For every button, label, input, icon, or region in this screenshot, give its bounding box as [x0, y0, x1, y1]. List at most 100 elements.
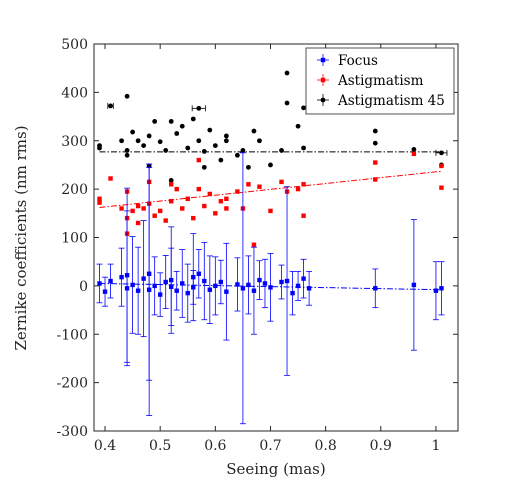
point-astigmatism-45 — [97, 143, 102, 148]
data-points — [96, 70, 448, 425]
point-astigmatism-45 — [141, 143, 147, 148]
point-astigmatism-45 — [152, 119, 158, 124]
point-astigmatism-45 — [168, 178, 174, 183]
point-astigmatism — [251, 242, 257, 247]
point-astigmatism-45 — [372, 128, 378, 134]
point-focus — [262, 281, 268, 286]
point-astigmatism-45 — [284, 100, 290, 106]
point-astigmatism-45 — [124, 152, 130, 158]
point-astigmatism-45 — [234, 152, 240, 158]
point-astigmatism — [97, 200, 102, 205]
point-focus — [373, 286, 378, 291]
point-astigmatism-45 — [185, 145, 191, 151]
y-tick-label: 0 — [79, 279, 88, 295]
point-astigmatism-45 — [174, 131, 180, 136]
point-astigmatism — [301, 213, 306, 218]
point-astigmatism-45 — [223, 133, 229, 139]
x-tick-label: 0.6 — [204, 438, 226, 454]
point-focus — [157, 292, 163, 297]
point-astigmatism-45 — [301, 145, 306, 151]
point-focus — [146, 271, 152, 276]
x-tick-label: 0.9 — [370, 438, 392, 454]
legend-marker-focus — [320, 57, 326, 63]
point-focus — [119, 274, 124, 280]
fit-line-focus — [99, 282, 442, 291]
point-focus — [290, 290, 295, 296]
point-astigmatism — [163, 218, 168, 223]
point-astigmatism-45 — [279, 148, 284, 153]
point-focus — [235, 282, 240, 287]
point-astigmatism — [202, 203, 207, 209]
x-tick-label: 0.4 — [94, 438, 116, 454]
point-astigmatism — [411, 151, 417, 157]
point-astigmatism — [108, 176, 113, 181]
point-astigmatism — [235, 189, 240, 194]
y-tick-label: -200 — [57, 376, 88, 392]
point-astigmatism — [301, 182, 306, 187]
x-tick-label: 0.5 — [149, 438, 171, 454]
point-focus — [135, 288, 141, 293]
point-astigmatism-45 — [163, 148, 169, 153]
legend-marker-astigmatism-45 — [320, 97, 326, 103]
y-tick-label: -300 — [57, 424, 88, 440]
point-astigmatism — [224, 196, 229, 201]
point-astigmatism — [268, 208, 273, 214]
point-astigmatism-45 — [439, 150, 444, 156]
point-astigmatism-45 — [246, 164, 251, 170]
point-focus — [174, 288, 179, 293]
point-astigmatism — [439, 163, 444, 169]
point-astigmatism — [97, 196, 102, 201]
point-focus — [108, 278, 113, 284]
point-focus — [433, 288, 439, 293]
x-tick-label: 0.7 — [259, 438, 281, 454]
point-astigmatism-45 — [284, 70, 290, 76]
y-tick-label: 300 — [61, 134, 88, 150]
point-focus — [257, 277, 262, 283]
point-astigmatism — [213, 211, 218, 216]
legend-label-astigmatism: Astigmatism — [337, 73, 424, 89]
legend-label-focus: Focus — [338, 53, 378, 69]
point-astigmatism-45 — [135, 138, 141, 144]
point-astigmatism-45 — [168, 119, 174, 124]
legend-box — [305, 47, 455, 115]
point-astigmatism-45 — [268, 162, 273, 168]
point-focus — [180, 281, 185, 286]
x-axis-title: Seeing (mas) — [226, 460, 325, 478]
point-astigmatism-45 — [196, 105, 202, 111]
point-astigmatism — [180, 206, 185, 211]
point-focus — [130, 282, 135, 288]
point-focus — [102, 289, 108, 294]
point-astigmatism-45 — [240, 148, 246, 153]
x-tick-label: 1 — [431, 438, 440, 454]
point-astigmatism — [218, 199, 224, 204]
y-tick-label: 200 — [61, 182, 88, 198]
point-astigmatism-45 — [223, 138, 229, 144]
point-astigmatism-45 — [372, 140, 378, 146]
point-astigmatism-45 — [218, 157, 224, 163]
point-focus — [240, 286, 246, 291]
point-astigmatism-45 — [124, 148, 130, 153]
point-astigmatism — [169, 199, 174, 204]
point-astigmatism — [135, 203, 141, 209]
point-astigmatism-45 — [251, 128, 257, 134]
point-astigmatism-45 — [119, 138, 124, 144]
point-focus — [224, 289, 229, 294]
point-focus — [246, 282, 251, 288]
point-focus — [268, 285, 273, 290]
point-astigmatism — [135, 220, 141, 226]
y-axis-title: Zernike coefficients (nm rms) — [12, 125, 30, 350]
point-focus — [191, 285, 196, 290]
point-focus — [279, 279, 284, 285]
point-astigmatism-45 — [295, 123, 301, 129]
point-astigmatism — [141, 206, 146, 211]
point-astigmatism-45 — [108, 103, 113, 109]
point-focus — [218, 279, 224, 285]
point-astigmatism-45 — [212, 143, 218, 148]
point-astigmatism — [373, 177, 378, 182]
point-astigmatism — [295, 186, 301, 192]
legend-label-astigmatism-45: Astigmatism 45 — [337, 93, 445, 109]
point-astigmatism — [257, 184, 262, 189]
y-tick-label: 400 — [61, 85, 88, 101]
point-astigmatism — [373, 160, 378, 165]
point-focus — [207, 287, 213, 292]
